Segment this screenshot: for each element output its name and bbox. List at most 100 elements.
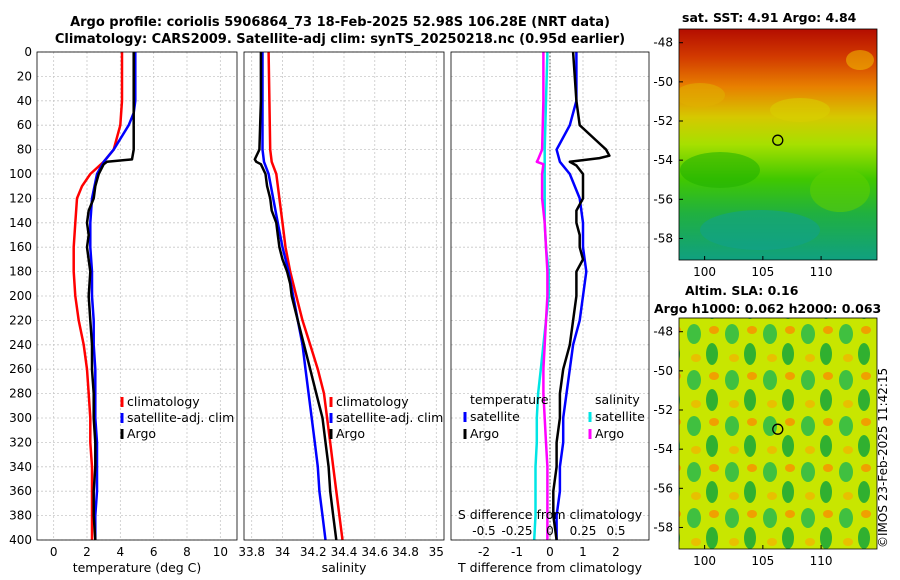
difference-legend-salinity-argo-label: Argo <box>595 426 624 441</box>
sla-map: -48 -50 -52 -54 -56 -58 100 105 110 <box>653 317 878 568</box>
difference-legend-temperature-title: temperature <box>470 392 549 407</box>
difference-x-label: T difference from climatology <box>457 560 643 575</box>
salinity-legend-argo-label: Argo <box>336 426 365 441</box>
temperature-xtick-label: 4 <box>117 545 125 559</box>
difference-legend-salinity-title: salinity <box>595 392 640 407</box>
difference-secondary-xtick-label: 0 <box>546 524 554 538</box>
sst-map-patch <box>680 152 760 188</box>
sst-map-patch <box>810 168 870 212</box>
temperature-xtick-label: 6 <box>150 545 158 559</box>
difference-secondary-xtick-label: -0.5 <box>472 524 495 538</box>
difference-secondary-x-label: S difference from climatology <box>458 507 643 522</box>
temperature-legend-climatology-label: climatology <box>127 394 200 409</box>
depth-tick-label: 120 <box>9 191 32 205</box>
difference-secondary-xtick-label: 0.25 <box>570 524 597 538</box>
salinity-xtick-label: 35 <box>429 545 444 559</box>
temperature-axes-frame <box>36 51 238 541</box>
sst-map-patch <box>700 210 820 250</box>
sst-map: -48 -50 -52 -54 -56 -58 100 105 110 <box>653 28 878 279</box>
difference-legend-salinity-satellite-label: satellite <box>595 409 645 424</box>
sst-map-frame <box>678 28 878 261</box>
sla-map-lat-label: -54 <box>653 442 673 456</box>
depth-tick-label: 380 <box>9 509 32 523</box>
sla-map-lat-label: -56 <box>653 481 673 495</box>
difference-legend-temperature-argo-label: Argo <box>470 426 499 441</box>
depth-tick-label: 260 <box>9 362 32 376</box>
temperature-legend-satellite-label: satellite-adj. clim <box>127 410 234 425</box>
sla-map-argo-marker <box>772 423 784 435</box>
difference-xtick-label: -2 <box>478 545 490 559</box>
sst-map-lat-label: -50 <box>653 75 673 89</box>
sst-map-argo-marker <box>772 134 784 146</box>
difference-temperature-argo-line <box>552 51 611 541</box>
sst-map-patch <box>679 83 725 107</box>
sla-map-lon-label: 105 <box>751 554 774 568</box>
sla-map-lon-label: 100 <box>693 554 716 568</box>
temperature-satellite-line <box>89 52 137 540</box>
difference-salinity-argo-line <box>535 52 549 540</box>
depth-tick-label: 360 <box>9 484 32 498</box>
sst-map-lon-label: 105 <box>751 265 774 279</box>
depth-tick-label: 200 <box>9 289 32 303</box>
sst-map-texture <box>679 50 874 250</box>
difference-panel: -2 -1 0 1 2 temperature satellite Argo salinity s… <box>450 51 650 575</box>
sst-map-lat-label: -52 <box>653 114 673 128</box>
depth-tick-label: 300 <box>9 411 32 425</box>
figure-title-line-1: Argo profile: coriolis 5906864_73 18-Feb… <box>70 15 610 30</box>
figure-title: Argo profile: coriolis 5906864_73 18-Feb… <box>30 14 650 48</box>
sst-map-lat-label: -48 <box>653 36 673 50</box>
salinity-xtick-label: 34.4 <box>331 545 358 559</box>
depth-tick-label: 160 <box>9 240 32 254</box>
depth-tick-label: 240 <box>9 338 32 352</box>
sst-map-title: sat. SST: 4.91 Argo: 4.84 <box>682 10 857 25</box>
temperature-xtick-label: 10 <box>213 545 228 559</box>
difference-xtick-label: 1 <box>579 545 587 559</box>
difference-axes-frame <box>450 51 650 541</box>
depth-tick-label: 100 <box>9 167 32 181</box>
sla-map-lat-label: -52 <box>653 403 673 417</box>
salinity-xtick-label: 34.2 <box>300 545 327 559</box>
sla-map-lat-label: -50 <box>653 364 673 378</box>
sla-map-lon-label: 110 <box>810 554 833 568</box>
depth-tick-label: 320 <box>9 435 32 449</box>
salinity-xtick-label: 33.8 <box>238 545 265 559</box>
temperature-legend-argo-label: Argo <box>127 426 156 441</box>
salinity-xtick-label: 34 <box>275 545 290 559</box>
sst-map-lat-label: -56 <box>653 192 673 206</box>
salinity-xtick-label: 34.6 <box>361 545 388 559</box>
salinity-axes-frame <box>243 51 445 541</box>
depth-tick-label: 220 <box>9 313 32 327</box>
salinity-climatology-line <box>267 51 344 541</box>
figure-title-line-2: Climatology: CARS2009. Satellite-adj cli… <box>54 32 626 47</box>
salinity-panel: 33.8 34 34.2 34.4 34.6 34.8 35 climatologysatel… <box>238 51 445 575</box>
depth-tick-label: 0 <box>24 45 32 59</box>
difference-xtick-label: 0 <box>546 545 554 559</box>
temperature-xtick-label: 8 <box>183 545 191 559</box>
depth-tick-label: 180 <box>9 265 32 279</box>
temperature-xtick-label: 2 <box>83 545 91 559</box>
depth-tick-label: 340 <box>9 460 32 474</box>
depth-tick-label: 80 <box>17 143 32 157</box>
difference-xtick-label: 2 <box>612 545 620 559</box>
sla-map-lat-label: -48 <box>653 325 673 339</box>
sst-map-lat-label: -54 <box>653 153 673 167</box>
difference-xtick-label: -1 <box>511 545 523 559</box>
difference-legend-temperature-satellite-label: satellite <box>470 409 520 424</box>
difference-secondary-xtick-label: 0.5 <box>606 524 625 538</box>
salinity-legend-climatology-label: climatology <box>336 394 409 409</box>
salinity-argo-line <box>253 52 338 541</box>
salinity-legend-satellite-label: satellite-adj. clim <box>336 410 443 425</box>
depth-tick-label: 400 <box>9 533 32 547</box>
depth-tick-label: 140 <box>9 216 32 230</box>
sla-map-field <box>679 318 877 549</box>
sst-map-patch <box>770 98 830 122</box>
depth-tick-label: 60 <box>17 118 32 132</box>
sla-map-title-line-2: Argo h1000: 0.062 h2000: 0.063 <box>654 301 882 316</box>
temperature-panel: 0 2 4 6 8 10020406080100120140160180200220240… <box>9 45 238 575</box>
temperature-xtick-label: 0 <box>50 545 58 559</box>
sla-map-title-line-1: Altim. SLA: 0.16 <box>685 283 799 298</box>
depth-tick-label: 20 <box>17 69 32 83</box>
temperature-x-label: temperature (deg C) <box>73 560 202 575</box>
sst-map-lon-label: 100 <box>693 265 716 279</box>
